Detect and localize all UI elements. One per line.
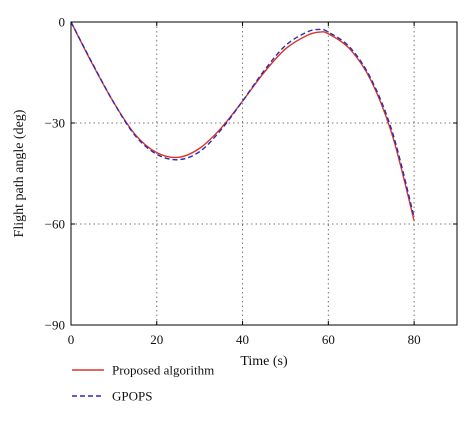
grid-layer	[71, 22, 457, 325]
x-tick-label: 0	[68, 332, 75, 347]
y-tick-label: −90	[45, 318, 65, 333]
x-tick-label: 40	[236, 332, 249, 347]
x-tick-label: 60	[322, 332, 335, 347]
x-axis-label: Time (s)	[240, 354, 288, 369]
tick-layer: 0 20 40 60 80 0 −30 −60 −90	[45, 15, 457, 347]
x-tick-label: 20	[150, 332, 163, 347]
y-tick-label: −60	[45, 217, 65, 232]
plot-frame	[70, 21, 458, 326]
y-tick-label: 0	[59, 15, 66, 30]
legend-label: Proposed algorithm	[112, 363, 214, 378]
series-layer	[70, 21, 415, 221]
series-line-gpops	[70, 21, 415, 218]
y-axis-label: Flight path angle (deg)	[12, 109, 27, 237]
legend: Proposed algorithm GPOPS	[72, 363, 214, 404]
x-tick-label: 80	[408, 332, 421, 347]
legend-label: GPOPS	[112, 389, 152, 404]
y-tick-label: −30	[45, 116, 65, 131]
